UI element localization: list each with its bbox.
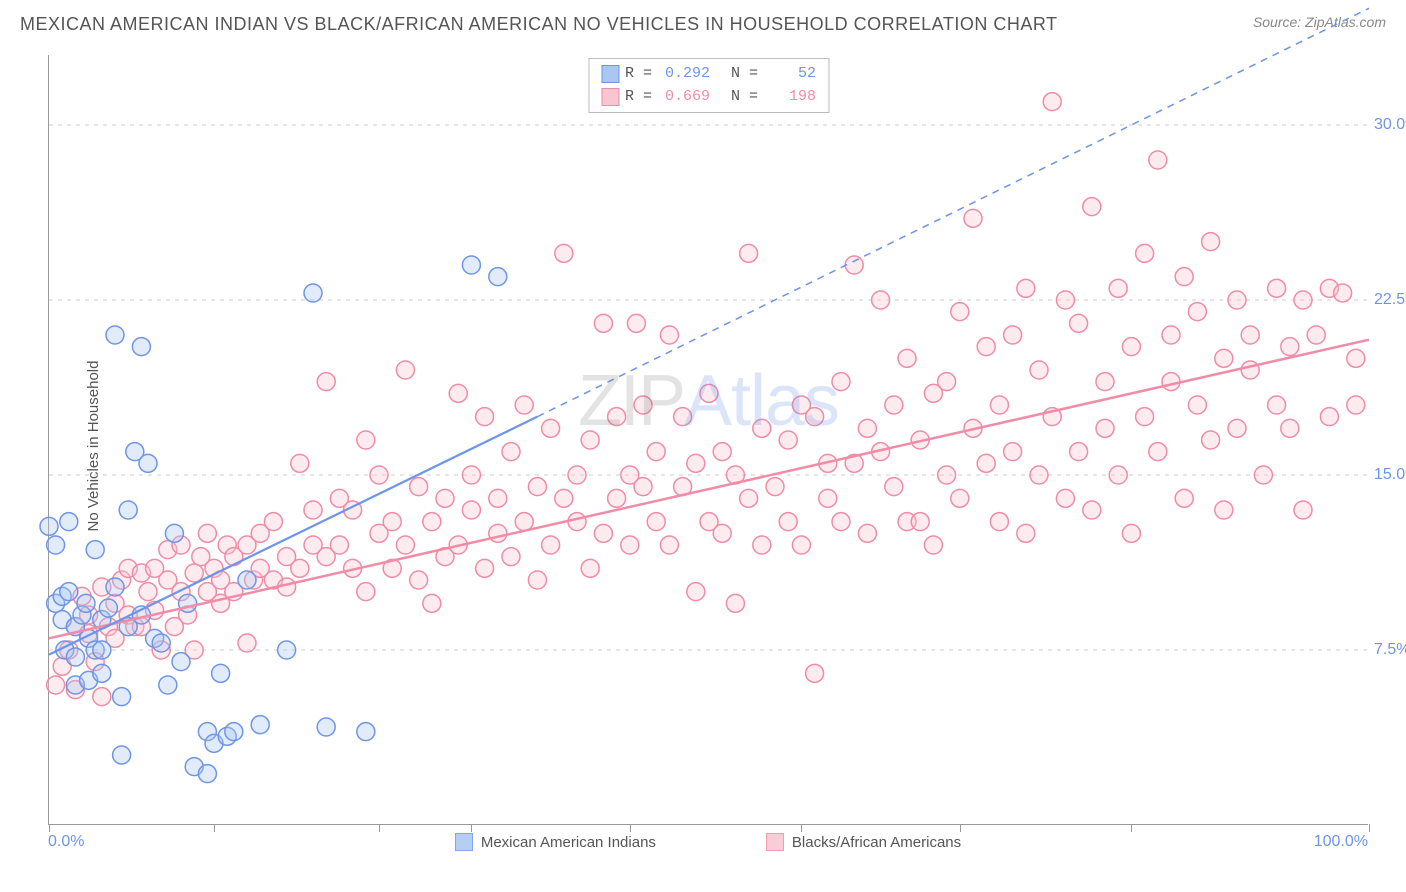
r-label: R = bbox=[625, 86, 652, 109]
legend-swatch-icon bbox=[766, 833, 784, 851]
legend-swatch-icon bbox=[601, 88, 619, 106]
x-tick bbox=[630, 824, 631, 832]
x-tick bbox=[960, 824, 961, 832]
x-tick bbox=[471, 824, 472, 832]
chart-header: MEXICAN AMERICAN INDIAN VS BLACK/AFRICAN… bbox=[0, 0, 1406, 50]
x-tick bbox=[214, 824, 215, 832]
stats-row-2: R = 0.669 N = 198 bbox=[601, 86, 816, 109]
legend-swatch-icon bbox=[455, 833, 473, 851]
y-tick-label: 30.0% bbox=[1374, 116, 1406, 134]
scatter-plot-svg bbox=[49, 55, 1368, 824]
n-value-2: 198 bbox=[764, 86, 816, 109]
stats-legend-box: R = 0.292 N = 52 R = 0.669 N = 198 bbox=[588, 58, 829, 113]
plot-area: ZIPAtlas R = 0.292 N = 52 R = 0.669 N = … bbox=[48, 55, 1368, 825]
n-label: N = bbox=[731, 63, 758, 86]
x-tick bbox=[49, 824, 50, 832]
chart-title: MEXICAN AMERICAN INDIAN VS BLACK/AFRICAN… bbox=[20, 14, 1058, 35]
legend-item-2: Blacks/African Americans bbox=[766, 833, 961, 851]
stats-row-1: R = 0.292 N = 52 bbox=[601, 63, 816, 86]
x-tick bbox=[1369, 824, 1370, 832]
legend-label-2: Blacks/African Americans bbox=[792, 834, 961, 851]
legend-item-1: Mexican American Indians bbox=[455, 833, 656, 851]
x-tick bbox=[1131, 824, 1132, 832]
x-tick bbox=[801, 824, 802, 832]
r-value-2: 0.669 bbox=[658, 86, 710, 109]
legend-label-1: Mexican American Indians bbox=[481, 834, 656, 851]
n-value-1: 52 bbox=[764, 63, 816, 86]
n-label: N = bbox=[731, 86, 758, 109]
bottom-legend: Mexican American Indians Blacks/African … bbox=[48, 833, 1368, 851]
y-tick-label: 22.5% bbox=[1374, 291, 1406, 309]
r-label: R = bbox=[625, 63, 652, 86]
chart-source: Source: ZipAtlas.com bbox=[1253, 14, 1386, 30]
y-tick-label: 7.5% bbox=[1374, 641, 1406, 659]
y-tick-label: 15.0% bbox=[1374, 466, 1406, 484]
x-tick bbox=[379, 824, 380, 832]
legend-swatch-icon bbox=[601, 65, 619, 83]
r-value-1: 0.292 bbox=[658, 63, 710, 86]
